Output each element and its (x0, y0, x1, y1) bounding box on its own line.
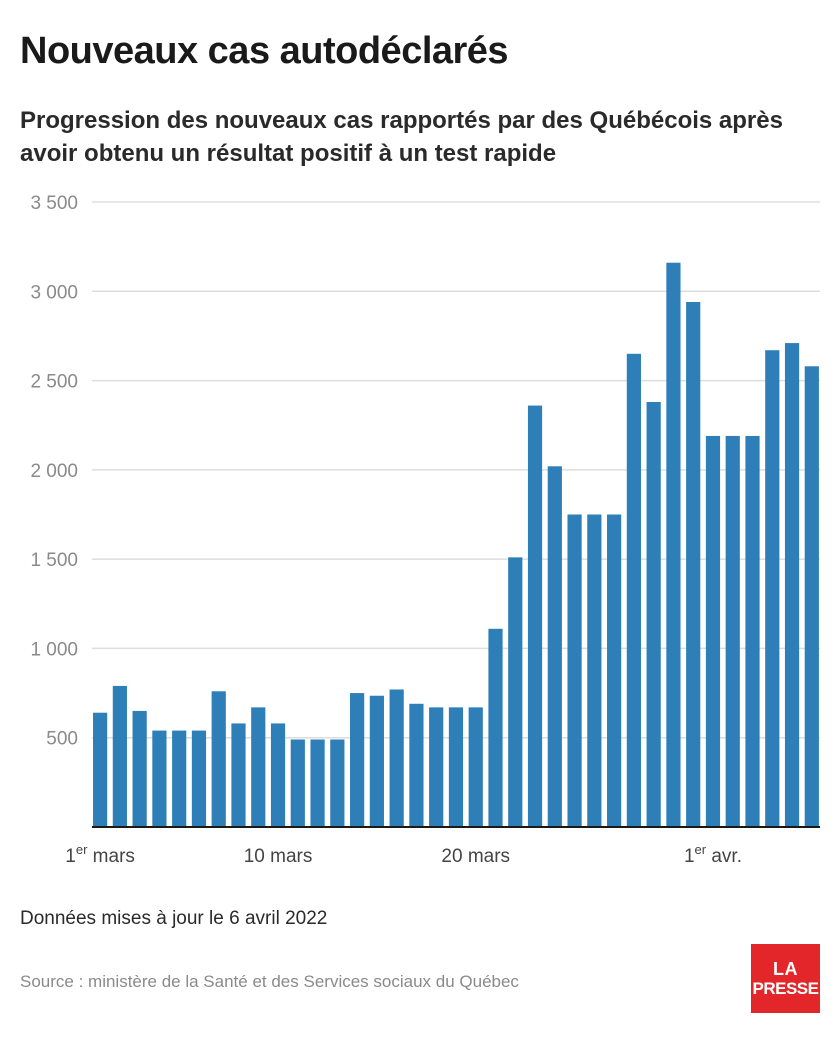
bar (369, 695, 384, 827)
bar (112, 685, 127, 827)
bar (172, 730, 187, 827)
x-tick-label: 10 mars (244, 846, 313, 867)
y-tick-label: 2 500 (30, 372, 78, 393)
bar (725, 435, 740, 827)
bar (191, 730, 207, 827)
bar (270, 723, 286, 827)
chart-title: Nouveaux cas autodéclarés (20, 30, 509, 72)
chart-subtitle: Progression des nouveaux cas rapportés p… (20, 107, 783, 167)
bar (686, 302, 701, 827)
bar (231, 723, 246, 827)
x-axis-ticks: 1er mars 10 mars 20 mars 1er avr. (65, 842, 742, 867)
bar (468, 707, 483, 827)
logo-line-1: LA (773, 959, 798, 979)
bar (488, 628, 503, 827)
bar (330, 739, 345, 827)
bar (350, 693, 365, 827)
bar (745, 435, 760, 827)
logo-line-2: PRESSE (752, 979, 819, 998)
bar (587, 514, 602, 827)
y-tick-label: 500 (46, 729, 78, 750)
bar (93, 712, 108, 827)
bar (310, 739, 325, 827)
bar (607, 514, 622, 827)
bar (448, 707, 464, 827)
y-tick-label: 1 000 (30, 639, 78, 660)
bar (429, 707, 444, 827)
bar (567, 514, 582, 827)
x-tick-label: 1er mars (65, 842, 135, 867)
x-tick-label: 20 mars (441, 846, 510, 867)
x-tick-label: 1er avr. (684, 842, 742, 867)
bar-series (93, 262, 819, 828)
bar (527, 405, 543, 827)
bar (666, 262, 681, 828)
y-axis-ticks: 500 1 000 1 500 2 000 2 500 3 000 3 500 (30, 193, 78, 750)
y-tick-label: 3 000 (30, 282, 78, 303)
bar (765, 350, 780, 827)
bar (251, 707, 266, 827)
bar (409, 703, 424, 827)
y-tick-label: 3 500 (30, 193, 78, 214)
bar (547, 466, 562, 827)
bar-chart: 500 1 000 1 500 2 000 2 500 3 000 3 500 1er ma… (30, 193, 820, 867)
bar (152, 730, 167, 827)
bar (508, 557, 523, 827)
update-note: Données mises à jour le 6 avril 2022 (20, 908, 328, 929)
bar (389, 689, 404, 827)
source-note: Source : ministère de la Santé et des Se… (20, 972, 519, 991)
bar (705, 435, 721, 827)
bar (132, 710, 147, 827)
bar (626, 353, 641, 827)
la-presse-logo: LA PRESSE (751, 944, 820, 1013)
bar (804, 366, 819, 827)
bar (646, 402, 661, 827)
bar (211, 691, 226, 827)
y-tick-label: 2 000 (30, 461, 78, 482)
y-tick-label: 1 500 (30, 550, 78, 571)
grid-lines (92, 201, 820, 739)
bar (290, 739, 305, 827)
bar (784, 343, 800, 827)
